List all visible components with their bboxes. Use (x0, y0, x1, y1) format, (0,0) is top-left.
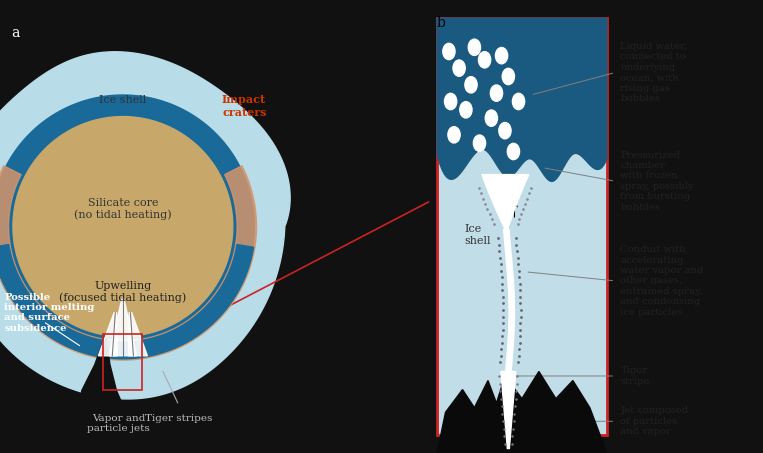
Polygon shape (122, 347, 124, 354)
Polygon shape (0, 95, 254, 358)
Circle shape (495, 48, 507, 64)
Text: Jet composed
of particles
and vapor: Jet composed of particles and vapor (620, 406, 688, 436)
Polygon shape (13, 116, 233, 337)
Polygon shape (99, 352, 146, 354)
Text: b: b (437, 16, 446, 30)
Polygon shape (0, 245, 253, 359)
Text: Silicate core
(no tidal heating): Silicate core (no tidal heating) (74, 198, 172, 221)
Text: Possible
interior melting
and surface
subsidence: Possible interior melting and surface su… (5, 293, 95, 333)
Polygon shape (105, 338, 140, 345)
Circle shape (460, 101, 472, 118)
Polygon shape (126, 347, 130, 354)
Text: Ice shell: Ice shell (99, 95, 146, 105)
Polygon shape (106, 347, 114, 354)
Text: Liquid water,
connected to
underlying
ocean, with
rising gas
bubbles: Liquid water, connected to underlying oc… (620, 42, 687, 103)
Polygon shape (98, 313, 118, 356)
Text: Tiger stripes: Tiger stripes (145, 414, 213, 423)
Circle shape (468, 39, 481, 55)
Bar (104, 334, 142, 390)
Circle shape (502, 68, 514, 85)
Polygon shape (0, 52, 290, 399)
Circle shape (473, 135, 485, 151)
Polygon shape (437, 18, 607, 182)
Text: a: a (11, 26, 19, 40)
Circle shape (448, 127, 460, 143)
Polygon shape (128, 313, 147, 356)
Text: Pressurized
chamber
with frozen
spray, possibly
from bursting
bubbles: Pressurized chamber with frozen spray, p… (620, 151, 694, 212)
Text: Tiger
stripe: Tiger stripe (620, 366, 650, 386)
Circle shape (453, 60, 465, 76)
Polygon shape (482, 174, 529, 371)
Circle shape (507, 143, 520, 159)
Polygon shape (131, 347, 140, 354)
Circle shape (499, 122, 511, 139)
Polygon shape (437, 371, 607, 453)
Polygon shape (115, 347, 120, 354)
Circle shape (443, 43, 455, 60)
Circle shape (485, 110, 497, 126)
Polygon shape (109, 300, 137, 356)
Circle shape (513, 93, 525, 110)
Text: Vapor and
particle jets: Vapor and particle jets (87, 414, 150, 434)
Polygon shape (501, 371, 516, 448)
Circle shape (445, 93, 457, 110)
Text: Impact
craters: Impact craters (222, 94, 266, 118)
Circle shape (465, 77, 477, 93)
Bar (437, 18, 607, 435)
Text: Upwelling
(focused tidal heating): Upwelling (focused tidal heating) (60, 281, 186, 304)
Polygon shape (0, 334, 243, 442)
Text: Ice
shell: Ice shell (464, 224, 491, 246)
Polygon shape (0, 166, 256, 360)
Circle shape (491, 85, 503, 101)
Circle shape (478, 52, 491, 68)
Polygon shape (0, 78, 272, 375)
Text: Conduit with
accelerating
water vapor and
other gases,
entrained spray,
and cond: Conduit with accelerating water vapor an… (620, 245, 703, 317)
